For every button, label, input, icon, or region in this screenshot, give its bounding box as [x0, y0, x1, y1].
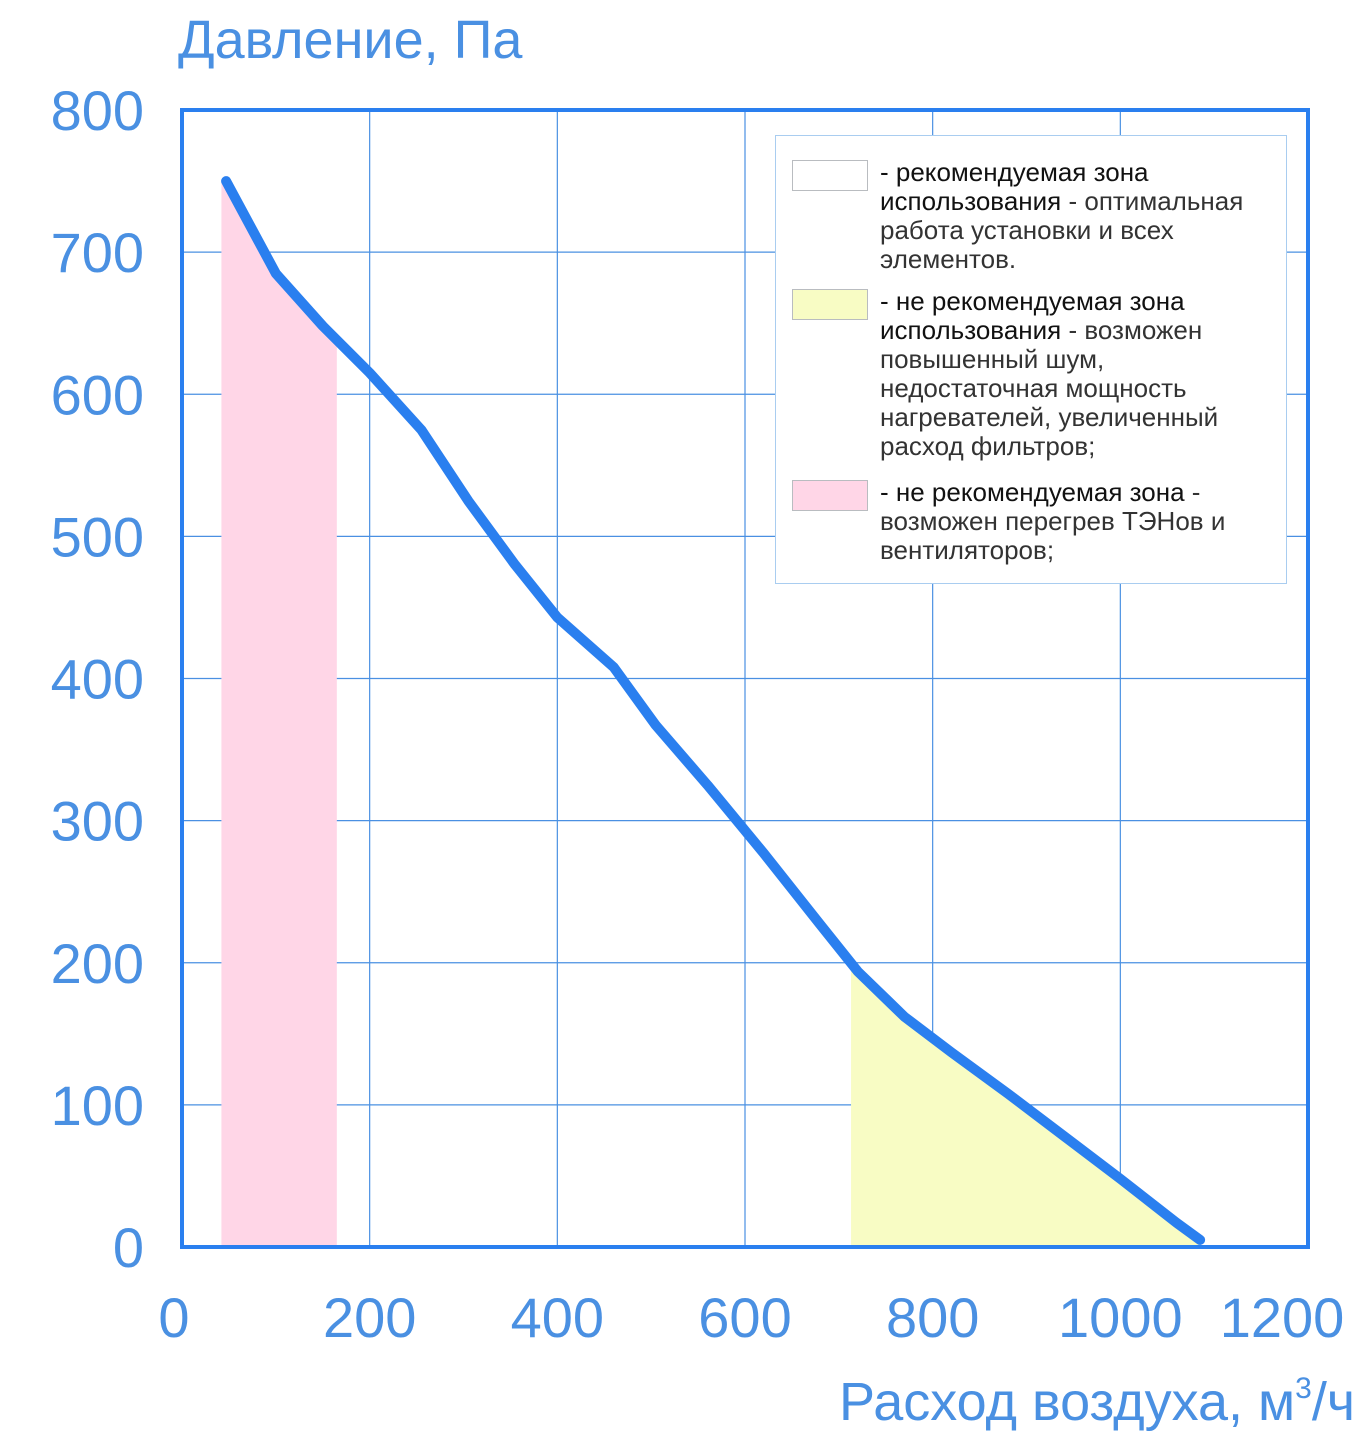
y-tick-label-500: 500 [51, 505, 144, 568]
series-lines [221, 176, 1206, 1245]
legend-strong-yellow: - не рекомендуемая зона использования [880, 286, 1185, 345]
x-tick-label-800: 800 [886, 1286, 979, 1349]
y-axis-title: Давление, Па [178, 10, 523, 70]
legend-swatch-yellow [792, 289, 868, 320]
legend-text-recommended: - рекомендуемая зона использования - опт… [880, 158, 1280, 274]
legend: - рекомендуемая зона использования - опт… [775, 135, 1287, 584]
x-axis-title-tail: /ч [1312, 1372, 1355, 1432]
x-tick-label-400: 400 [511, 1286, 604, 1349]
x-tick-label-600: 600 [698, 1286, 791, 1349]
y-tick-label-0: 0 [113, 1216, 144, 1279]
y-tick-label-300: 300 [51, 790, 144, 853]
legend-weak-recommended: - оптимальная работа установки и всех эл… [880, 186, 1244, 274]
legend-swatch-pink [792, 480, 868, 511]
zone-pink [221, 181, 337, 1247]
x-tick-label-1200: 1200 [1220, 1286, 1345, 1349]
y-tick-label-100: 100 [51, 1074, 144, 1137]
x-tick-label-200: 200 [323, 1286, 416, 1349]
legend-weak-yellow: - возможен повышенный шум, недостаточная… [880, 315, 1219, 461]
legend-swatch-white [792, 160, 868, 191]
x-tick-label-0: 0 [158, 1286, 189, 1349]
y-tick-label-200: 200 [51, 932, 144, 995]
legend-strong-recommended: - рекомендуемая зона использования [880, 157, 1149, 216]
x-tick-label-1000: 1000 [1058, 1286, 1183, 1349]
y-tick-label-400: 400 [51, 648, 144, 711]
y-tick-label-600: 600 [51, 363, 144, 426]
plot-frame [180, 108, 1310, 1249]
legend-strong-pink: - не рекомендуемая зона [880, 477, 1185, 507]
legend-text-yellow: - не рекомендуемая зона использования - … [880, 287, 1280, 461]
tick-labels: 0 200 400 600 800 1000 1200 0 100 200 300 400 500 600… [51, 79, 1345, 1349]
plot-border [180, 108, 1310, 1249]
series-line-0 [221, 176, 1206, 1245]
x-axis-title: Расход воздуха, м3/ч [839, 1372, 1355, 1432]
y-tick-label-800: 800 [51, 79, 144, 142]
y-tick-label-700: 700 [51, 221, 144, 284]
legend-weak-pink: - возможен перегрев ТЭНов и вентиляторов… [880, 477, 1226, 565]
x-axis-title-main: Расход воздуха, м [839, 1372, 1295, 1432]
x-axis-title-sup: 3 [1295, 1372, 1312, 1405]
legend-text-pink: - не рекомендуемая зона - возможен перег… [880, 478, 1280, 565]
